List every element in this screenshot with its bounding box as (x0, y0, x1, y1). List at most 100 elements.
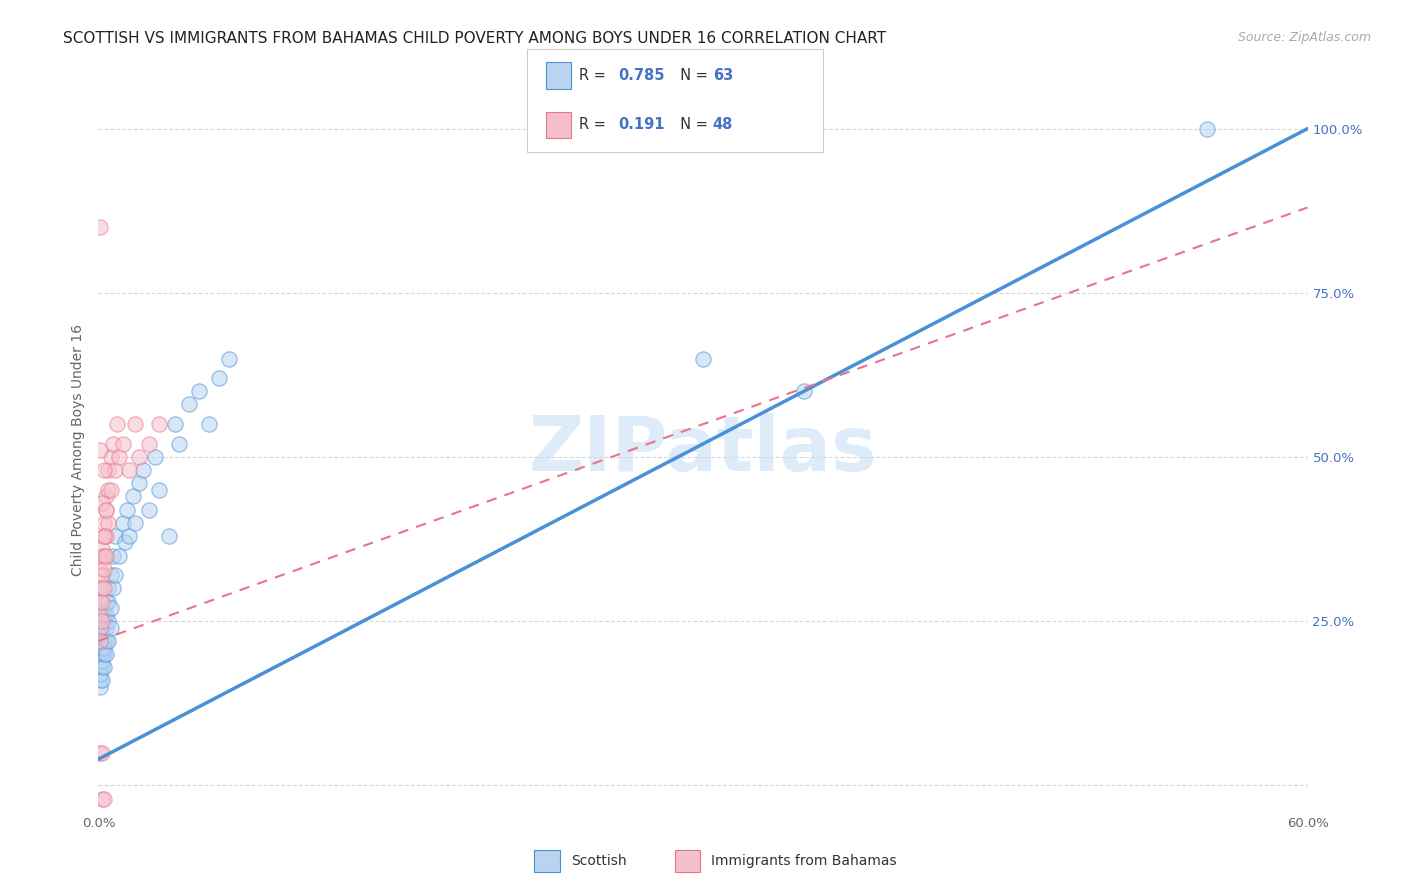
Point (96, 634, 118, 648)
Point (100, 601, 122, 615)
Point (105, 417, 128, 432)
Point (101, 549, 124, 563)
Text: Scottish: Scottish (571, 855, 627, 868)
Point (128, 476, 150, 491)
Point (103, 529, 125, 543)
Point (93, 529, 115, 543)
Point (91, 594, 114, 608)
Point (97, 516, 120, 530)
Point (111, 437, 134, 451)
Point (91, 541, 114, 556)
Text: Source: ZipAtlas.com: Source: ZipAtlas.com (1237, 31, 1371, 45)
Point (208, 371, 231, 385)
Point (93, 614, 115, 628)
Point (138, 437, 160, 451)
Point (103, 463, 125, 477)
Point (89, 621, 111, 635)
Text: N =: N = (671, 69, 713, 83)
Point (91, 654, 114, 668)
Point (118, 463, 141, 477)
Point (198, 417, 221, 432)
Point (91, 640, 114, 655)
Point (91, 621, 114, 635)
Point (91, 549, 114, 563)
Point (118, 529, 141, 543)
Point (103, 568, 125, 582)
Point (97, 614, 120, 628)
Point (96, 549, 118, 563)
Text: 63: 63 (713, 69, 733, 83)
Text: Immigrants from Bahamas: Immigrants from Bahamas (711, 855, 897, 868)
Point (89, 594, 111, 608)
Point (89, 627, 111, 641)
Point (91, 746, 114, 760)
Point (132, 463, 155, 477)
Point (93, 647, 115, 661)
Point (179, 397, 201, 411)
Point (100, 483, 122, 497)
Text: 0.785: 0.785 (619, 69, 665, 83)
Text: R =: R = (579, 118, 610, 132)
Point (91, 660, 114, 674)
Point (96, 490, 118, 504)
Point (96, 502, 118, 516)
Y-axis label: Child Poverty Among Boys Under 16: Child Poverty Among Boys Under 16 (72, 325, 86, 576)
Point (96, 607, 118, 622)
Point (93, 582, 115, 596)
Point (93, 640, 115, 655)
Point (793, 384, 815, 399)
Point (91, 634, 114, 648)
Point (97, 582, 120, 596)
Point (138, 502, 160, 516)
Point (111, 516, 134, 530)
Point (91, 627, 114, 641)
Point (93, 562, 115, 576)
Point (107, 549, 129, 563)
Point (100, 621, 122, 635)
Point (93, 516, 115, 530)
Point (89, 634, 111, 648)
Text: 0.191: 0.191 (619, 118, 665, 132)
Point (89, 568, 111, 582)
Point (96, 647, 118, 661)
Point (188, 384, 211, 399)
Point (91, 614, 114, 628)
Point (96, 594, 118, 608)
Point (89, 640, 111, 655)
Point (148, 417, 170, 432)
Point (692, 351, 714, 366)
Point (91, 791, 114, 805)
Point (93, 549, 115, 563)
Point (124, 417, 146, 432)
Point (91, 647, 114, 661)
Point (91, 673, 114, 688)
Point (89, 680, 111, 694)
Point (89, 607, 111, 622)
Point (89, 443, 111, 458)
Point (93, 529, 115, 543)
Point (163, 417, 186, 432)
Point (124, 516, 146, 530)
Text: SCOTTISH VS IMMIGRANTS FROM BAHAMAS CHILD POVERTY AMONG BOYS UNDER 16 CORRELATIO: SCOTTISH VS IMMIGRANTS FROM BAHAMAS CHIL… (63, 31, 886, 46)
Text: ZIPatlas: ZIPatlas (529, 414, 877, 487)
Point (121, 490, 143, 504)
Point (89, 555, 111, 569)
Point (128, 450, 150, 464)
Point (97, 634, 120, 648)
Point (89, 746, 111, 760)
Point (89, 634, 111, 648)
Point (115, 502, 138, 516)
Point (97, 594, 120, 608)
Point (218, 351, 240, 366)
Point (93, 634, 115, 648)
Point (91, 496, 114, 510)
Text: 48: 48 (713, 118, 733, 132)
Point (97, 463, 120, 477)
Point (148, 483, 170, 497)
Point (93, 791, 115, 805)
Point (89, 582, 111, 596)
Point (91, 568, 114, 582)
Point (96, 502, 118, 516)
Point (89, 220, 111, 235)
Point (89, 673, 111, 688)
